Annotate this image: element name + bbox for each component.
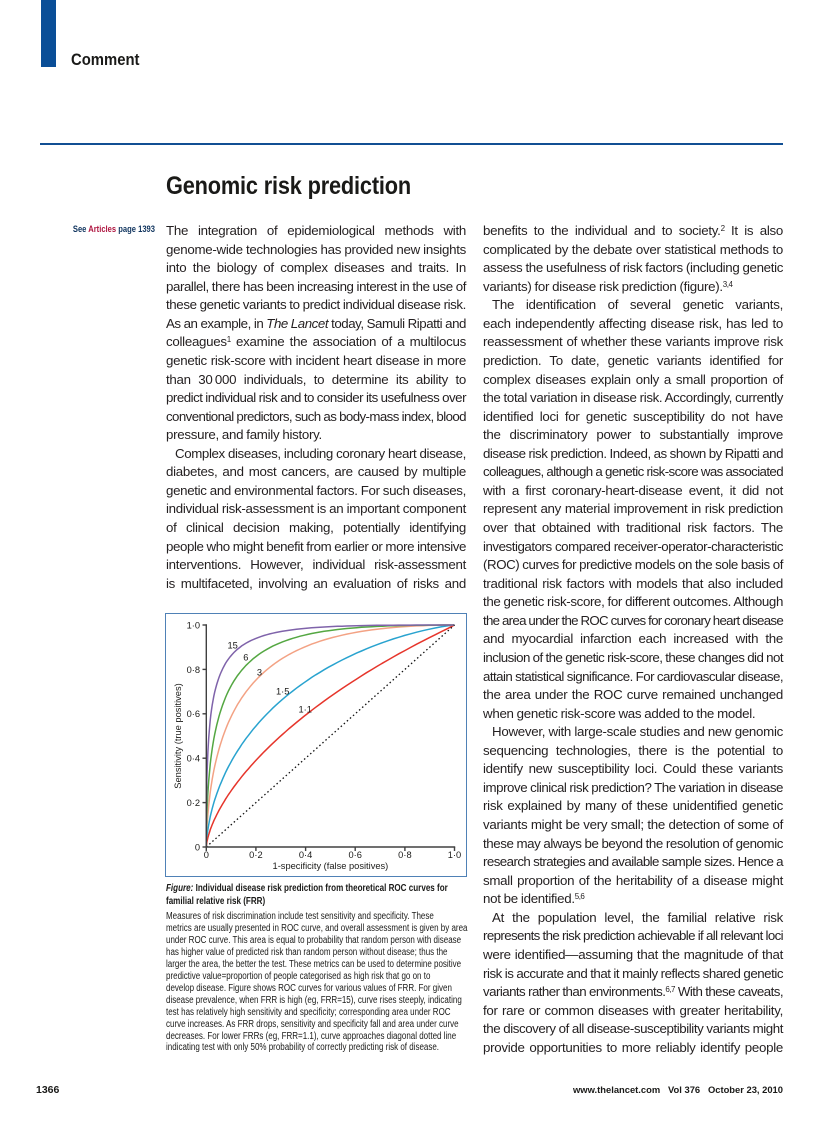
svg-text:0·4: 0·4 bbox=[187, 754, 200, 764]
svg-text:0·6: 0·6 bbox=[348, 850, 361, 860]
svg-text:1·0: 1·0 bbox=[448, 850, 461, 860]
svg-text:6: 6 bbox=[243, 652, 248, 662]
svg-text:1·5: 1·5 bbox=[276, 687, 289, 697]
svg-text:1·1: 1·1 bbox=[299, 704, 312, 714]
svg-text:0·8: 0·8 bbox=[398, 850, 411, 860]
svg-text:0: 0 bbox=[204, 850, 209, 860]
svg-text:0·6: 0·6 bbox=[187, 709, 200, 719]
svg-text:1·0: 1·0 bbox=[187, 620, 200, 630]
svg-text:0·2: 0·2 bbox=[249, 850, 262, 860]
svg-text:Sensitivity (true positives): Sensitivity (true positives) bbox=[173, 683, 183, 788]
svg-text:0·8: 0·8 bbox=[187, 665, 200, 675]
svg-text:0·4: 0·4 bbox=[299, 850, 312, 860]
svg-text:1-specificity (false positives: 1-specificity (false positives) bbox=[273, 861, 389, 871]
svg-text:15: 15 bbox=[228, 641, 238, 651]
svg-text:0·2: 0·2 bbox=[187, 798, 200, 808]
svg-text:3: 3 bbox=[257, 668, 262, 678]
svg-text:0: 0 bbox=[195, 842, 200, 852]
